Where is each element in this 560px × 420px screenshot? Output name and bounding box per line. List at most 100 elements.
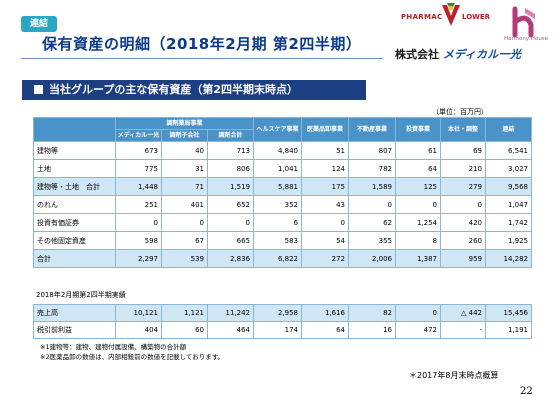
table-row: その他固定資産 598 67 665 583 54 355 8 260 1,925 bbox=[33, 231, 533, 250]
header-hq-adjust: 本社・調整 bbox=[440, 117, 487, 142]
table-cell: 1,519 bbox=[206, 177, 255, 196]
header-investment: 投資事業 bbox=[395, 117, 442, 142]
section-heading: 当社グループの主な保有資産（第2四半期末時点） bbox=[49, 83, 298, 96]
header-dispensing-sub: 調剤子会社 bbox=[161, 129, 208, 142]
table-cell: 583 bbox=[253, 231, 303, 250]
results-table-body: 売上高 10,121 1,121 11,242 2,958 1,616 82 0 △ 442 15… bbox=[33, 304, 532, 339]
table-cell: 401 bbox=[161, 195, 208, 214]
table-cell: 10,121 bbox=[115, 304, 162, 322]
table-cell: 420 bbox=[440, 213, 487, 232]
table-cell: 64 bbox=[301, 321, 349, 339]
header-dispensing-group: 調剤薬局事業 bbox=[114, 117, 255, 130]
table-cell: 404 bbox=[115, 321, 162, 339]
table-cell: 0 bbox=[161, 213, 208, 232]
table-cell: 279 bbox=[440, 177, 487, 196]
table-cell: 54 bbox=[301, 231, 350, 250]
table-cell: 652 bbox=[206, 195, 255, 214]
as-of-note: ＊2017年8月末時点概算 bbox=[409, 371, 499, 380]
table-cell: 2,958 bbox=[253, 304, 302, 322]
table-cell: 43 bbox=[301, 195, 350, 214]
table-cell: 125 bbox=[395, 177, 442, 196]
table-cell: 14,282 bbox=[485, 249, 533, 268]
table-cell: 1,121 bbox=[161, 304, 208, 322]
title-underline bbox=[21, 58, 383, 59]
table-cell: 1,047 bbox=[485, 195, 533, 214]
table-row: 投資有価証券 0 0 0 6 0 62 1,254 420 1,742 bbox=[33, 213, 533, 232]
table-cell: 1,925 bbox=[485, 231, 533, 250]
table-cell: 539 bbox=[161, 249, 208, 268]
table-cell: 210 bbox=[440, 159, 487, 178]
results-row: 売上高 10,121 1,121 11,242 2,958 1,616 82 0 △ 442 15… bbox=[33, 304, 532, 322]
table-cell: 67 bbox=[161, 231, 208, 250]
table-cell: 40 bbox=[161, 141, 208, 160]
table-cell: 0 bbox=[395, 304, 441, 322]
table-cell: 0 bbox=[206, 213, 255, 232]
lower-logo-text: LOWER bbox=[462, 13, 491, 21]
table-cell: 1,589 bbox=[348, 177, 397, 196]
table-cell: 806 bbox=[206, 159, 255, 178]
company-prefix: 株式会社 bbox=[395, 48, 439, 61]
row-label: のれん bbox=[33, 195, 116, 214]
table-header-row-2: メディカル一光 調剤子会社 調剤合計 bbox=[34, 129, 532, 142]
consolidated-badge: 連結 bbox=[21, 16, 57, 32]
table-row: 土地 775 31 806 1,041 124 782 64 210 3,027 bbox=[33, 159, 533, 178]
table-cell: 6,541 bbox=[485, 141, 533, 160]
table-cell: 15,456 bbox=[485, 304, 532, 322]
table-cell: 2,006 bbox=[348, 249, 397, 268]
table-header-row-1: 調剤薬局事業 ヘルスケア事業 医薬品卸事業 不動産事業 投資事業 本社・調整 連… bbox=[33, 117, 533, 142]
results-title: 2018年2月期第2四半期実績 bbox=[36, 291, 126, 299]
row-label: 合計 bbox=[33, 249, 116, 268]
row-label: 土地 bbox=[33, 159, 116, 178]
table-cell: 174 bbox=[253, 321, 302, 339]
table-cell: 775 bbox=[115, 159, 162, 178]
table-cell: 713 bbox=[206, 141, 255, 160]
table-cell: 71 bbox=[161, 177, 208, 196]
table-cell: 64 bbox=[395, 159, 442, 178]
table-cell: 60 bbox=[161, 321, 208, 339]
row-label: 建物等・土地 合計 bbox=[33, 177, 116, 196]
square-bullet-icon bbox=[34, 85, 43, 94]
table-cell: 673 bbox=[115, 141, 162, 160]
company-logos: PHARMAC LOWER Harmony House 株式会社 メディカル一光 bbox=[395, 2, 555, 72]
table-cell: 9,568 bbox=[485, 177, 533, 196]
header-healthcare: ヘルスケア事業 bbox=[253, 117, 303, 142]
table-cell: 4,840 bbox=[253, 141, 303, 160]
row-label: 投資有価証券 bbox=[33, 213, 116, 232]
page-number: 22 bbox=[520, 386, 533, 397]
table-row: 建物等 673 40 713 4,840 51 807 61 69 6,541 bbox=[33, 141, 533, 160]
footnote-2: ※2医薬品卸の数値は、内部相殺前の数値を記載しております。 bbox=[40, 353, 225, 361]
header-dispensing-total: 調剤合計 bbox=[206, 129, 255, 142]
table-cell: 959 bbox=[440, 249, 487, 268]
row-label: 建物等 bbox=[33, 141, 116, 160]
table-cell: 1,387 bbox=[395, 249, 442, 268]
table-cell: 0 bbox=[115, 213, 162, 232]
table-cell: 51 bbox=[301, 141, 350, 160]
table-cell: 175 bbox=[301, 177, 350, 196]
table-cell: 124 bbox=[301, 159, 350, 178]
harmony-house-text: Harmony House bbox=[503, 36, 549, 42]
table-cell: 6 bbox=[253, 213, 303, 232]
section-heading-bar: 当社グループの主な保有資産（第2四半期末時点） bbox=[22, 80, 366, 100]
table-cell: △ 442 bbox=[440, 304, 486, 322]
footnote-1: ※1建物等：建物、建物付属設備、構築物の合計額 bbox=[40, 343, 187, 351]
table-cell: 1,742 bbox=[485, 213, 533, 232]
table-cell: 3,027 bbox=[485, 159, 533, 178]
row-label: その他固定資産 bbox=[33, 231, 116, 250]
unit-label: （単位：百万円） bbox=[432, 108, 488, 116]
table-cell: 1,616 bbox=[301, 304, 349, 322]
table-cell: 2,836 bbox=[206, 249, 255, 268]
flower-logo-icon bbox=[442, 3, 460, 26]
table-cell: 0 bbox=[395, 195, 442, 214]
table-cell: 11,242 bbox=[207, 304, 254, 322]
table-cell: 0 bbox=[301, 213, 350, 232]
table-cell: 782 bbox=[348, 159, 397, 178]
table-cell: 16 bbox=[348, 321, 396, 339]
table-cell: 62 bbox=[348, 213, 397, 232]
table-cell: 1,254 bbox=[395, 213, 442, 232]
asset-table-body: 建物等 673 40 713 4,840 51 807 61 69 6,541 土地 775 31 806… bbox=[33, 141, 533, 268]
table-cell: 665 bbox=[206, 231, 255, 250]
company-brand: メディカル一光 bbox=[442, 48, 522, 61]
harmony-house-logo-icon bbox=[512, 6, 535, 38]
table-cell: 8 bbox=[395, 231, 442, 250]
table-cell: 0 bbox=[440, 195, 487, 214]
